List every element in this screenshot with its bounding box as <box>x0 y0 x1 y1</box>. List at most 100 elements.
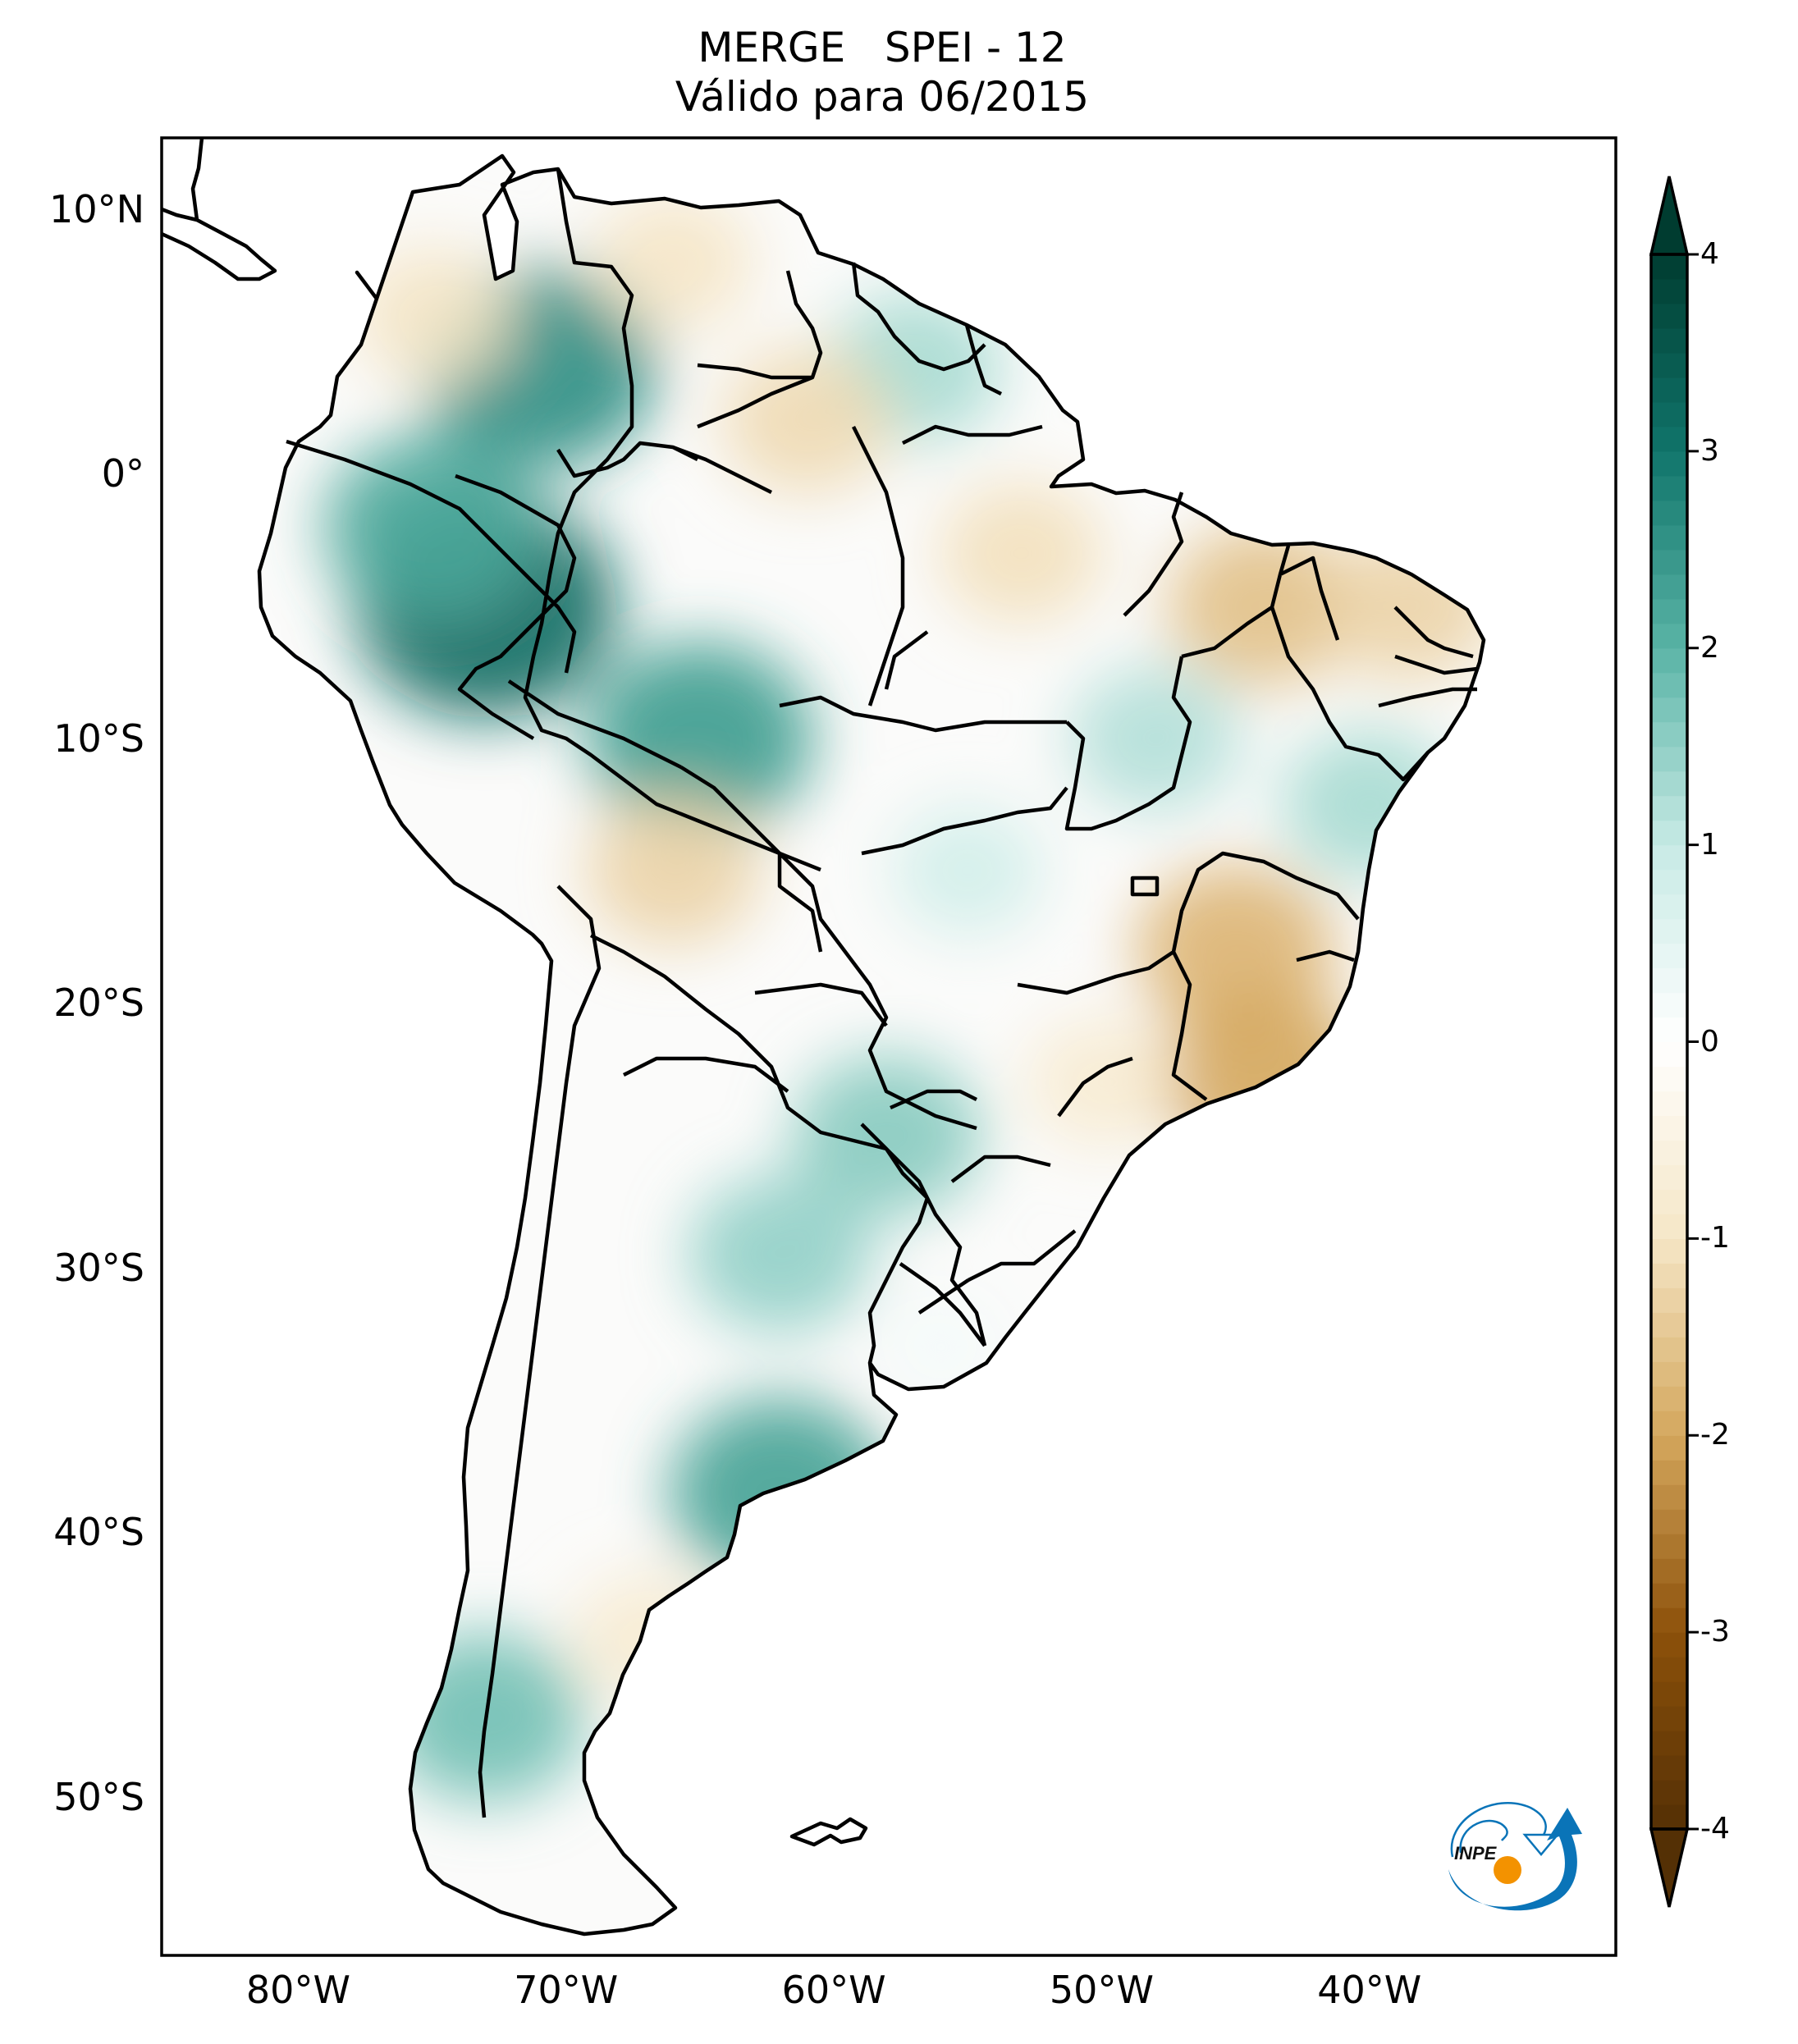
colorbar-step <box>1651 303 1687 329</box>
falkland-islands <box>789 1817 868 1847</box>
latitude-label: 20°S <box>53 981 144 1026</box>
colorbar-step <box>1651 327 1687 354</box>
spei-region-blob <box>721 348 893 494</box>
longitude-label: 60°W <box>781 1968 886 2012</box>
colorbar-step <box>1651 1238 1687 1264</box>
boundaries <box>161 137 1486 1937</box>
colorbar-tick-label: 1 <box>1700 827 1719 862</box>
colorbar-tick-label: 0 <box>1700 1024 1719 1059</box>
colorbar-step <box>1651 623 1687 649</box>
colorbar-step <box>1651 1632 1687 1658</box>
logo-text: INPE <box>1454 1843 1498 1863</box>
colorbar-step <box>1651 1583 1687 1608</box>
colorbar-step <box>1651 1361 1687 1387</box>
colorbar-step <box>1651 721 1687 748</box>
colorbar-step <box>1651 1287 1687 1313</box>
colorbar-step <box>1651 1017 1687 1043</box>
colorbar-step <box>1651 1386 1687 1411</box>
latitude-label: 10°S <box>53 716 144 761</box>
central-america-outline <box>161 137 277 281</box>
colorbar-step <box>1651 1041 1687 1068</box>
colorbar-step <box>1651 1607 1687 1633</box>
colorbar-step <box>1651 771 1687 797</box>
longitude-label: 50°W <box>1049 1968 1154 2012</box>
colorbar-step <box>1651 1435 1687 1461</box>
colorbar-step <box>1651 1731 1687 1756</box>
longitude-label: 40°W <box>1317 1968 1422 2012</box>
colorbar-tick-label: -1 <box>1700 1221 1730 1255</box>
colorbar-step <box>1651 1558 1687 1584</box>
inpe-logo: INPE <box>1448 1802 1582 1911</box>
country-borders <box>286 168 1478 1818</box>
colorbar-step <box>1651 1140 1687 1166</box>
colorbar-tick-label: -3 <box>1700 1615 1730 1649</box>
colorbar-step <box>1651 574 1687 600</box>
colorbar-tick-label: -4 <box>1700 1812 1730 1845</box>
colorbar-step <box>1651 943 1687 969</box>
logo-swirl-inner <box>1459 1819 1508 1854</box>
colorbar-step <box>1651 1214 1687 1239</box>
coastline <box>257 153 1486 1937</box>
colorbar-step <box>1651 377 1687 403</box>
spei-region-blob <box>323 434 541 620</box>
spei-region-blob <box>793 1054 982 1216</box>
spei-region-blob <box>587 642 813 835</box>
colorbar-step <box>1651 672 1687 698</box>
colorbar-step <box>1651 450 1687 477</box>
colorbar-step <box>1651 844 1687 871</box>
colorbar-step <box>1651 1263 1687 1288</box>
latitude-label: 50°S <box>53 1774 144 1819</box>
colorbar-step <box>1651 647 1687 674</box>
colorbar-step <box>1651 1115 1687 1141</box>
spei-region-blob <box>592 193 754 332</box>
colorbar-step <box>1651 1312 1687 1338</box>
map-frame <box>160 136 1617 1957</box>
latitude-label: 30°S <box>53 1245 144 1290</box>
colorbar-step <box>1651 524 1687 551</box>
spei-region-blob <box>891 805 1044 936</box>
colorbar-tick-label: 2 <box>1700 630 1719 665</box>
colorbar-step <box>1651 1337 1687 1362</box>
map-title: MERGE SPEI - 12 <box>698 24 1067 71</box>
colorbar-step <box>1651 1066 1687 1092</box>
colorbar-extend-min <box>1649 1827 1690 1908</box>
latitude-label: 0° <box>101 451 144 496</box>
colorbar-step <box>1651 992 1687 1018</box>
colorbar-extend-max <box>1649 176 1690 256</box>
colorbar-step <box>1651 1460 1687 1485</box>
map-subtitle: Válido para 06/2015 <box>675 73 1090 121</box>
spei-region-blob <box>351 246 513 385</box>
colorbar-step <box>1651 1509 1687 1534</box>
colorbar-step <box>1651 746 1687 772</box>
colorbar-step <box>1651 352 1687 378</box>
longitude-label: 80°W <box>245 1968 350 2012</box>
colorbar-step <box>1651 475 1687 501</box>
spei-region-blob <box>938 482 1105 624</box>
colorbar-step <box>1651 795 1687 821</box>
colorbar-step <box>1651 1534 1687 1559</box>
colorbar-step <box>1651 1411 1687 1436</box>
spei-region-blob <box>1070 665 1241 812</box>
colorbar-step <box>1651 426 1687 452</box>
logo-swirl-outer <box>1450 1802 1547 1858</box>
colorbar-step <box>1651 1164 1687 1191</box>
colorbar-step <box>1651 967 1687 994</box>
colorbar-step <box>1651 254 1687 280</box>
colorbar-step <box>1651 918 1687 944</box>
longitude-label: 70°W <box>514 1968 619 2012</box>
colorbar-tick-label: 4 <box>1700 237 1719 271</box>
colorbar-step <box>1651 500 1687 526</box>
latitude-label: 10°N <box>49 187 144 232</box>
colorbar-step <box>1651 1780 1687 1805</box>
colorbar-step <box>1651 1681 1687 1707</box>
spei-region-blob <box>1026 1017 1178 1148</box>
colorbar-step <box>1651 401 1687 428</box>
colorbar-step <box>1651 894 1687 920</box>
colorbar-step <box>1651 598 1687 624</box>
colorbar-step <box>1651 869 1687 895</box>
colorbar-tick-label: 3 <box>1700 433 1719 468</box>
colorbar-step <box>1651 1755 1687 1781</box>
colorbar <box>1649 176 1699 1908</box>
colorbar-step <box>1651 549 1687 575</box>
